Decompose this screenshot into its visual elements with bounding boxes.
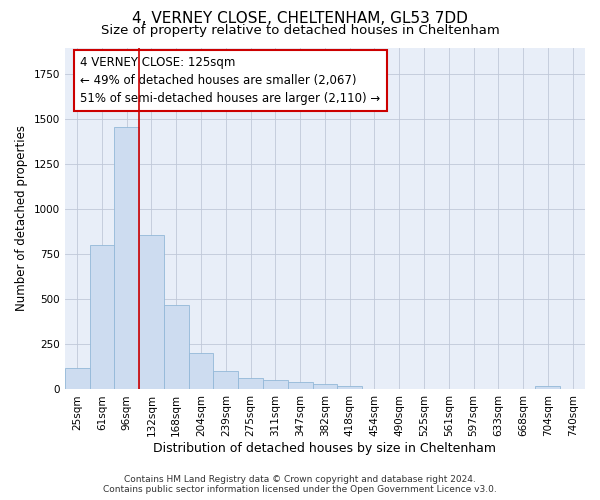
Text: 4 VERNEY CLOSE: 125sqm
← 49% of detached houses are smaller (2,067)
51% of semi-: 4 VERNEY CLOSE: 125sqm ← 49% of detached… xyxy=(80,56,380,105)
Bar xyxy=(65,368,89,390)
Bar xyxy=(89,246,115,390)
Bar xyxy=(535,386,560,390)
Y-axis label: Number of detached properties: Number of detached properties xyxy=(15,126,28,312)
Bar xyxy=(263,380,288,390)
Bar xyxy=(139,234,164,390)
Bar xyxy=(164,305,188,390)
Text: 4, VERNEY CLOSE, CHELTENHAM, GL53 7DD: 4, VERNEY CLOSE, CHELTENHAM, GL53 7DD xyxy=(132,11,468,26)
Bar xyxy=(313,384,337,390)
Bar xyxy=(288,382,313,390)
Bar xyxy=(337,386,362,390)
Bar xyxy=(115,126,139,390)
Text: Contains HM Land Registry data © Crown copyright and database right 2024.
Contai: Contains HM Land Registry data © Crown c… xyxy=(103,474,497,494)
X-axis label: Distribution of detached houses by size in Cheltenham: Distribution of detached houses by size … xyxy=(154,442,496,455)
Bar xyxy=(214,372,238,390)
Text: Size of property relative to detached houses in Cheltenham: Size of property relative to detached ho… xyxy=(101,24,499,37)
Bar xyxy=(238,378,263,390)
Bar xyxy=(188,354,214,390)
